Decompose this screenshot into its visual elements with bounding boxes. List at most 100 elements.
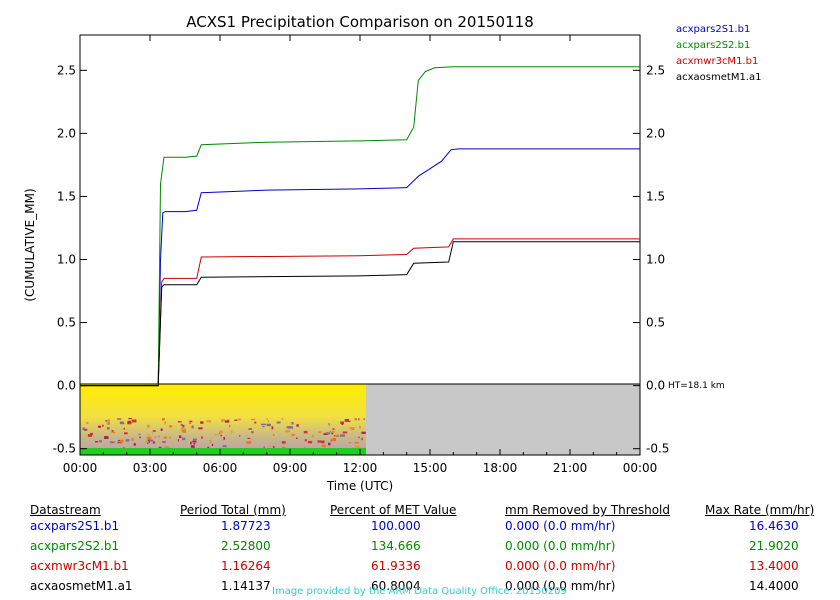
series-line-acxaosmetM1.a1 xyxy=(80,241,640,387)
radar-echo xyxy=(112,432,116,434)
radar-echo xyxy=(139,436,141,439)
radar-echo xyxy=(106,427,110,430)
x-tick-label: 12:00 xyxy=(343,461,378,475)
radar-echo xyxy=(334,435,336,437)
table-row: acxmwr3cM1.b1 1.16264 61.9336 0.000 (0.0… xyxy=(0,559,840,579)
radar-echo xyxy=(296,437,298,439)
y-tick-label: -0.5 xyxy=(53,442,76,456)
radar-echo xyxy=(341,423,344,425)
radar-echo-region xyxy=(82,418,366,450)
radar-echo xyxy=(222,445,227,448)
radar-echo xyxy=(296,424,299,427)
y-tick-label: 2.0 xyxy=(57,126,76,140)
radar-echo xyxy=(211,444,214,446)
precipitation-chart: ACXS1 Precipitation Comparison on 201501… xyxy=(23,13,725,493)
x-tick-label: 21:00 xyxy=(553,461,588,475)
radar-echo xyxy=(332,428,335,430)
radar-echo xyxy=(181,428,187,431)
radar-echo xyxy=(248,428,252,430)
row-percent: 100.000 xyxy=(371,519,421,533)
row-removed: 0.000 (0.0 mm/hr) xyxy=(505,519,616,533)
radar-echo xyxy=(308,440,313,444)
radar-echo xyxy=(127,422,132,425)
radar-echo xyxy=(286,426,292,429)
row-removed: 0.000 (0.0 mm/hr) xyxy=(505,579,616,593)
radar-ground-strip xyxy=(80,448,366,455)
radar-echo xyxy=(317,440,322,443)
radar-echo xyxy=(198,427,203,430)
radar-echo xyxy=(336,434,340,438)
radar-echo xyxy=(206,420,212,423)
radar-echo xyxy=(169,436,171,439)
radar-echo xyxy=(152,430,156,432)
radar-echo xyxy=(238,435,241,437)
radar-echo xyxy=(109,441,115,444)
radar-echo xyxy=(238,418,241,421)
row-percent: 134.666 xyxy=(371,539,421,553)
radar-echo xyxy=(234,419,238,421)
radar-echo xyxy=(354,418,357,421)
row-period-total: 1.16264 xyxy=(221,559,271,573)
radar-echo xyxy=(303,430,308,434)
header-mm-removed: mm Removed by Threshold xyxy=(505,503,670,517)
header-percent-met: Percent of MET Value xyxy=(330,503,457,517)
row-datastream: acxmwr3cM1.b1 xyxy=(30,559,129,573)
radar-echo xyxy=(158,435,160,438)
x-tick-label: 18:00 xyxy=(483,461,518,475)
radar-echo xyxy=(349,427,355,430)
radar-echo xyxy=(209,440,212,444)
radar-echo xyxy=(357,436,360,439)
radar-echo xyxy=(318,431,322,433)
row-datastream: acxaosmetM1.a1 xyxy=(30,579,133,593)
radar-echo xyxy=(162,418,165,421)
radar-echo xyxy=(180,423,183,426)
radar-echo xyxy=(363,418,365,420)
radar-echo xyxy=(361,431,366,434)
row-datastream: acxpars2S2.b1 xyxy=(30,539,120,553)
radar-echo xyxy=(342,431,348,434)
radar-echo xyxy=(331,432,334,435)
radar-echo xyxy=(281,418,284,420)
radar-echo xyxy=(133,443,136,446)
x-tick-label: 15:00 xyxy=(413,461,448,475)
radar-echo xyxy=(263,446,265,449)
radar-echo xyxy=(87,434,93,437)
radar-echo xyxy=(117,418,122,420)
radar-echo xyxy=(348,442,352,444)
radar-echo xyxy=(269,445,271,447)
radar-echo xyxy=(82,427,85,431)
radar-echo xyxy=(151,432,154,434)
radar-echo xyxy=(329,430,332,433)
radar-echo xyxy=(224,420,230,423)
radar-echo xyxy=(108,422,110,425)
radar-echo xyxy=(325,432,330,435)
radar-echo xyxy=(163,436,167,439)
table-row: acxaosmetM1.a1 1.14137 60.8004 0.000 (0.… xyxy=(0,579,840,599)
table-row: acxpars2S2.b1 2.52800 134.666 0.000 (0.0… xyxy=(0,539,840,559)
radar-echo xyxy=(358,418,360,421)
radar-echo xyxy=(146,442,149,444)
y-tick-label-right: -0.5 xyxy=(646,442,669,456)
radar-echo xyxy=(267,420,269,423)
radar-echo xyxy=(164,446,169,448)
radar-echo xyxy=(127,420,131,423)
radar-echo xyxy=(230,430,233,434)
radar-echo xyxy=(193,442,196,445)
radar-echo xyxy=(304,439,307,442)
y-axis-label: (CUMULATIVE_MM) xyxy=(23,188,37,301)
radar-echo xyxy=(321,440,325,444)
x-tick-label: 06:00 xyxy=(203,461,238,475)
radar-echo xyxy=(188,422,192,424)
radar-echo xyxy=(104,436,109,439)
legend-item: acxmwr3cM1.b1 xyxy=(676,56,759,67)
radar-echo xyxy=(221,418,225,422)
radar-echo xyxy=(107,419,110,422)
radar-echo xyxy=(111,430,114,432)
y-tick-label: 0.5 xyxy=(57,316,76,330)
radar-echo xyxy=(207,446,210,449)
row-percent: 60.8004 xyxy=(371,579,421,593)
radar-echo xyxy=(311,434,314,438)
radar-echo xyxy=(124,432,128,435)
radar-echo xyxy=(227,419,230,421)
radar-echo xyxy=(119,421,125,425)
